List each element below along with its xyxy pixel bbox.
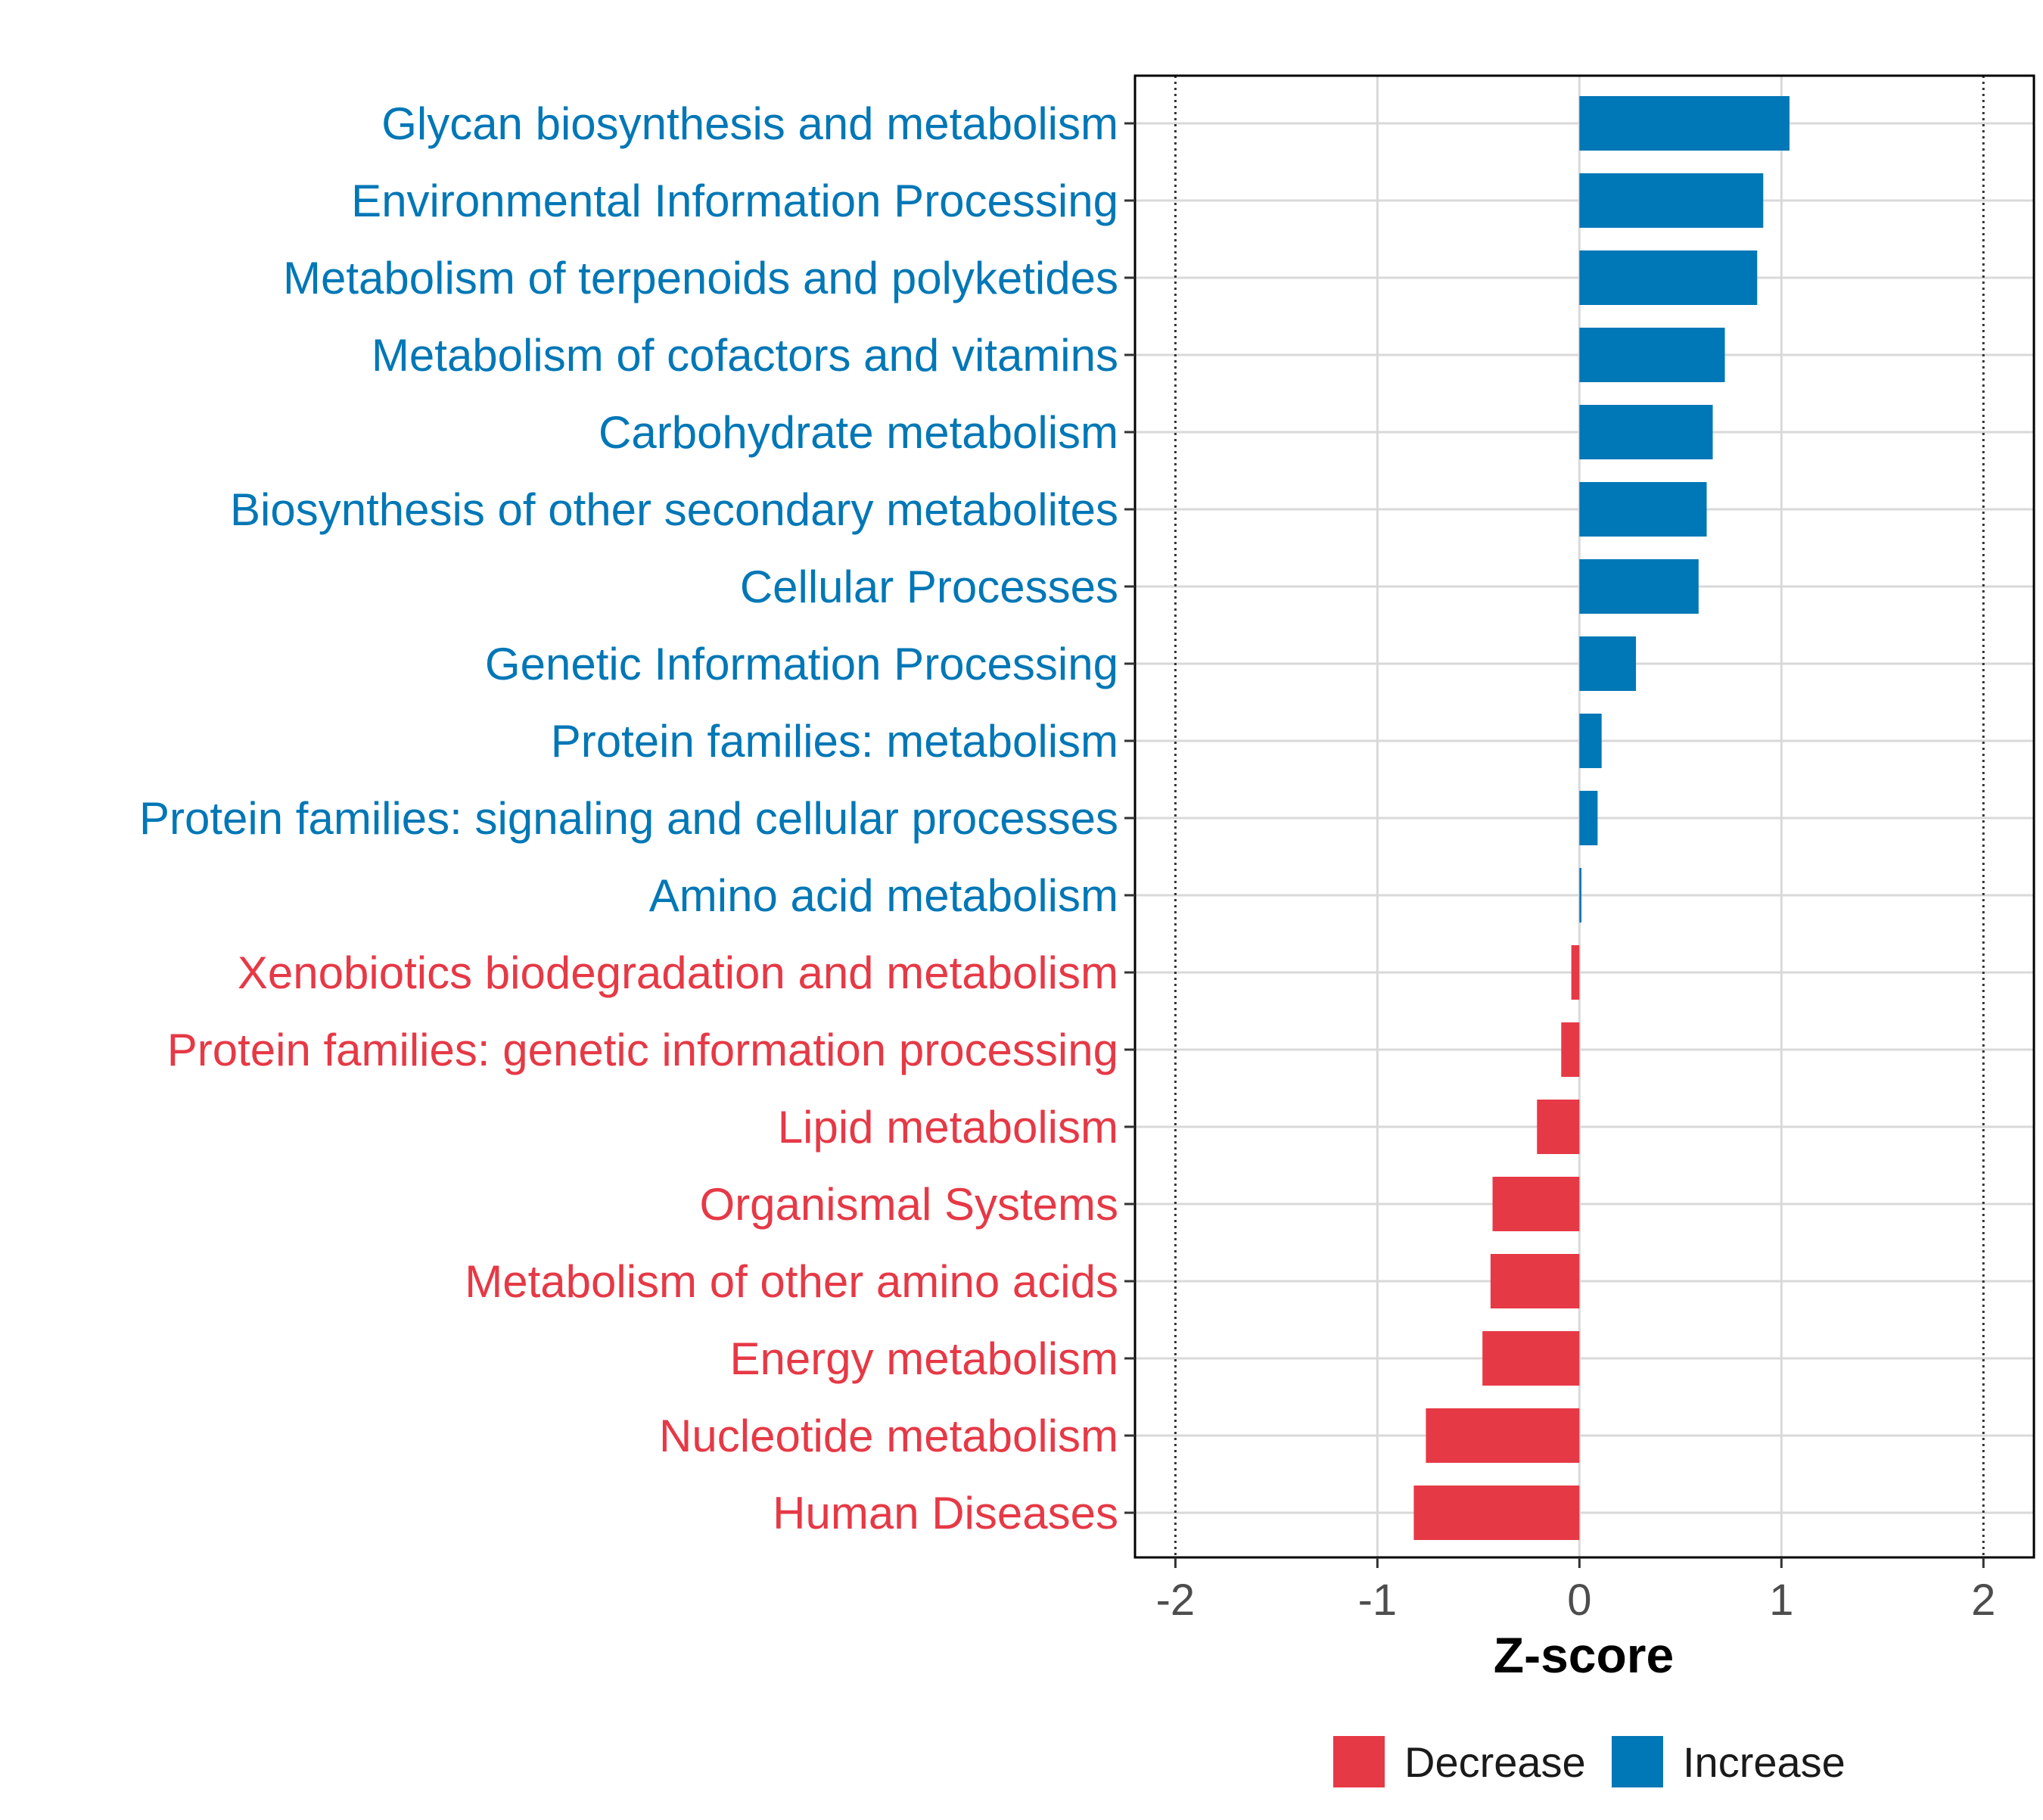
bar — [1492, 1177, 1580, 1231]
category-label: Environmental Information Processing — [351, 176, 1118, 226]
plot-panel-border — [1133, 74, 2035, 1559]
bar — [1579, 714, 1602, 768]
category-label: Human Diseases — [773, 1488, 1118, 1538]
bar — [1579, 328, 1725, 382]
bar — [1537, 1100, 1580, 1154]
bar — [1579, 559, 1699, 614]
category-label: Organismal Systems — [700, 1179, 1118, 1230]
x-tick-label: -1 — [1358, 1576, 1398, 1625]
category-label: Energy metabolism — [729, 1333, 1118, 1384]
x-tick-label: -2 — [1156, 1576, 1196, 1625]
bar — [1413, 1486, 1580, 1540]
tick-layer: -2 -1 0 1 2 — [1124, 122, 1995, 1625]
category-label: Glycan biosynthesis and metabolism — [381, 98, 1118, 149]
bar — [1579, 791, 1598, 845]
bar — [1571, 945, 1580, 1000]
bar — [1561, 1022, 1580, 1077]
legend: Decrease Increase — [1333, 1736, 1846, 1787]
x-axis-title: Z-score — [1494, 1627, 1674, 1683]
bar — [1426, 1408, 1580, 1463]
bar — [1579, 250, 1758, 305]
category-label: Xenobiotics biodegradation and metabolis… — [238, 947, 1118, 998]
legend-swatch — [1612, 1736, 1663, 1787]
bar — [1579, 173, 1764, 228]
category-label: Amino acid metabolism — [649, 870, 1118, 921]
category-labels: Glycan biosynthesis and metabolism Enviro… — [139, 98, 1118, 1538]
category-label: Nucleotide metabolism — [659, 1411, 1118, 1461]
category-label: Protein families: signaling and cellular… — [139, 793, 1118, 844]
category-label: Protein families: metabolism — [551, 716, 1118, 767]
bar — [1490, 1254, 1580, 1308]
bar — [1579, 636, 1637, 691]
bar — [1579, 868, 1581, 922]
category-label: Protein families: genetic information pr… — [167, 1025, 1118, 1075]
bar — [1579, 482, 1707, 537]
category-label: Genetic Information Processing — [485, 639, 1118, 689]
bar-layer — [1413, 96, 1790, 1540]
category-label: Metabolism of cofactors and vitamins — [372, 330, 1118, 381]
bar — [1579, 96, 1790, 151]
category-label: Carbohydrate metabolism — [599, 407, 1118, 458]
category-label: Biosynthesis of other secondary metaboli… — [230, 484, 1118, 535]
category-label: Metabolism of terpenoids and polyketides — [283, 253, 1118, 303]
category-label: Lipid metabolism — [778, 1102, 1118, 1153]
x-tick-label: 1 — [1769, 1576, 1793, 1625]
legend-label: Decrease — [1404, 1738, 1586, 1786]
category-label: Cellular Processes — [740, 562, 1118, 612]
bar — [1482, 1331, 1580, 1386]
bar — [1579, 405, 1713, 459]
legend-label: Increase — [1683, 1738, 1846, 1786]
category-label: Metabolism of other amino acids — [465, 1256, 1118, 1307]
legend-swatch — [1333, 1736, 1385, 1787]
x-tick-label: 0 — [1567, 1576, 1591, 1625]
x-tick-label: 2 — [1971, 1576, 1995, 1625]
